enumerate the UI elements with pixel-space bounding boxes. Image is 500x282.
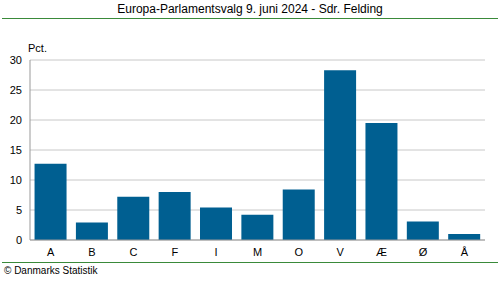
svg-text:30: 30 [10, 54, 22, 66]
svg-text:C: C [129, 246, 137, 258]
svg-text:25: 25 [10, 84, 22, 96]
svg-text:Æ: Æ [376, 246, 387, 258]
svg-text:B: B [88, 246, 95, 258]
svg-text:Å: Å [461, 246, 469, 258]
html-text:Europa-Parlamentsvalg 9. juni: Europa-Parlamentsvalg 9. juni 2024 - Sdr… [117, 2, 383, 16]
svg-text:5: 5 [16, 204, 22, 216]
html-text:© Danmarks Statistik: © Danmarks Statistik [4, 265, 98, 276]
svg-text:0: 0 [16, 234, 22, 246]
svg-text:Ø: Ø [419, 246, 428, 258]
svg-text:20: 20 [10, 114, 22, 126]
svg-text:15: 15 [10, 144, 22, 156]
svg-text:A: A [47, 246, 55, 258]
html-text:Pct.: Pct. [28, 42, 47, 54]
svg-text:F: F [171, 246, 178, 258]
svg-text:10: 10 [10, 174, 22, 186]
svg-text:O: O [295, 246, 304, 258]
svg-text:I: I [215, 246, 218, 258]
svg-text:V: V [337, 246, 345, 258]
svg-text:M: M [253, 246, 262, 258]
